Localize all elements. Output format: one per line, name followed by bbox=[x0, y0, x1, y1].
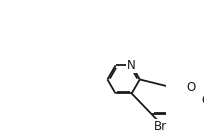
Text: N: N bbox=[127, 59, 136, 72]
Text: Br: Br bbox=[153, 120, 166, 133]
Text: O: O bbox=[186, 81, 196, 94]
Text: O: O bbox=[201, 94, 204, 107]
